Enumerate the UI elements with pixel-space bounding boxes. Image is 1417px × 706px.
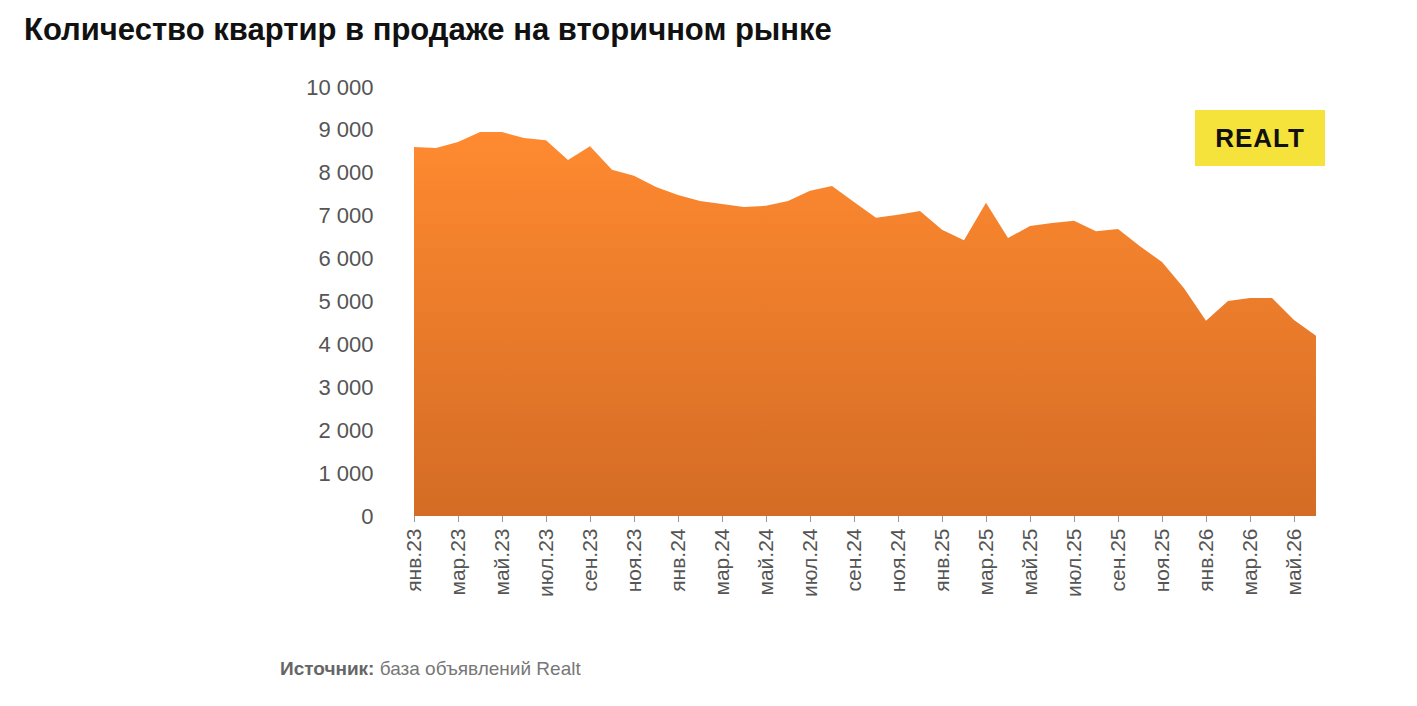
svg-text:мар.24: мар.24 (710, 528, 733, 595)
html-text:REALT: REALT (1215, 122, 1305, 153)
svg-text:янв.24: янв.24 (666, 528, 689, 592)
svg-text:8 000: 8 000 (318, 160, 373, 185)
svg-text:сен.25: сен.25 (1106, 529, 1129, 592)
svg-text:мар.23: мар.23 (446, 529, 469, 596)
svg-text:ноя.24: ноя.24 (886, 528, 909, 592)
svg-text:май.23: май.23 (490, 529, 513, 596)
svg-text:янв.26: янв.26 (1194, 529, 1217, 592)
svg-text:янв.23: янв.23 (402, 529, 425, 592)
svg-text:9 000: 9 000 (318, 117, 373, 142)
svg-text:ноя.23: ноя.23 (622, 529, 645, 593)
svg-text:май.25: май.25 (1018, 529, 1041, 596)
svg-text:5 000: 5 000 (318, 289, 373, 314)
svg-text:мар.26: мар.26 (1238, 529, 1261, 596)
svg-text:сен.23: сен.23 (578, 529, 601, 592)
svg-text:мар.25: мар.25 (974, 529, 997, 596)
svg-text:май.24: май.24 (754, 528, 777, 595)
html-text:Источник: база объявлений Real: Источник: база объявлений Realt (280, 658, 581, 679)
svg-text:7 000: 7 000 (318, 203, 373, 228)
svg-text:июл.25: июл.25 (1062, 529, 1085, 597)
svg-text:1 000: 1 000 (318, 461, 373, 486)
svg-text:янв.25: янв.25 (930, 529, 953, 592)
svg-text:10 000: 10 000 (306, 75, 373, 100)
svg-text:июл.23: июл.23 (534, 529, 557, 597)
svg-text:4 000: 4 000 (318, 332, 373, 357)
svg-text:3 000: 3 000 (318, 375, 373, 400)
svg-text:0: 0 (361, 504, 373, 529)
svg-text:сен.24: сен.24 (842, 528, 865, 591)
svg-text:ноя.25: ноя.25 (1150, 529, 1173, 593)
svg-text:май.26: май.26 (1282, 529, 1305, 596)
svg-text:июл.24: июл.24 (798, 528, 821, 597)
svg-text:2 000: 2 000 (318, 418, 373, 443)
svg-text:6 000: 6 000 (318, 246, 373, 271)
html-text:Количество квартир в продаже н: Количество квартир в продаже на вторично… (24, 12, 832, 47)
